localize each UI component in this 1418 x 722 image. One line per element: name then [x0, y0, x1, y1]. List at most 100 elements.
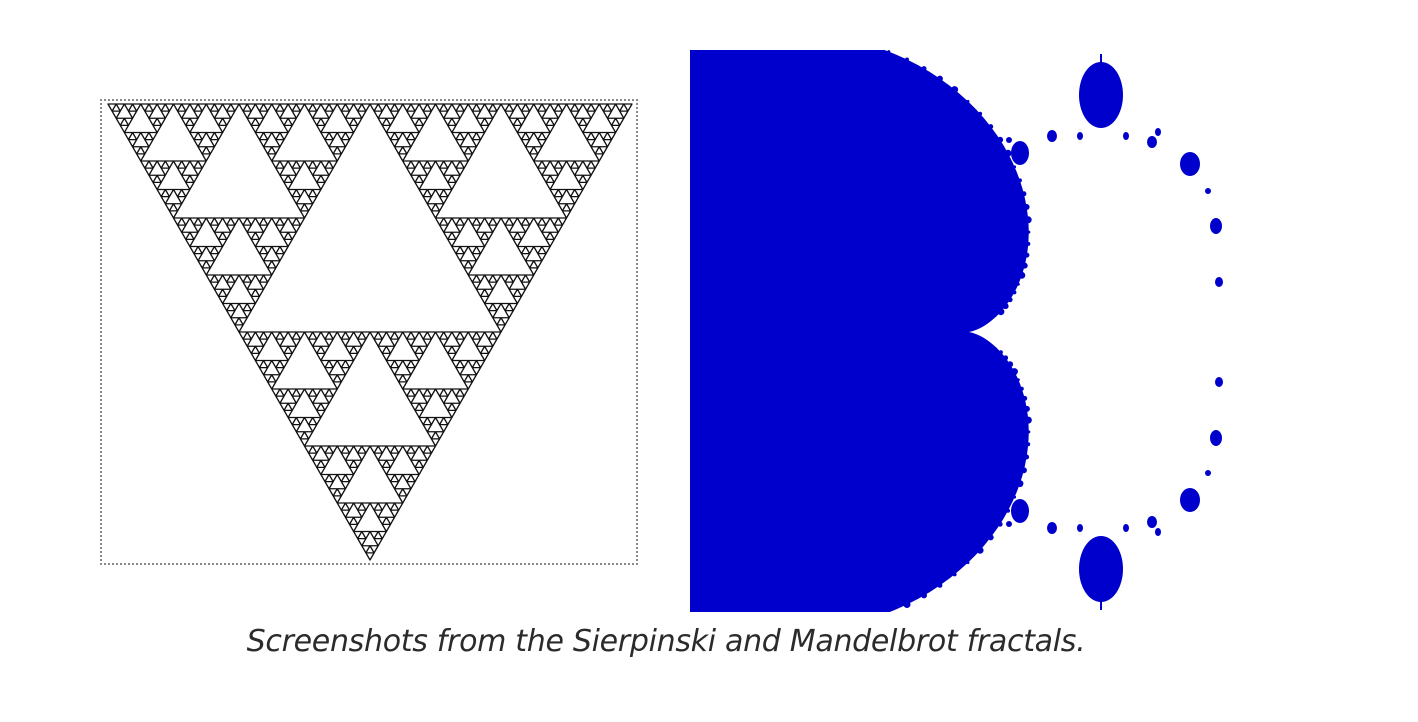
- mandelbrot-edge-detail: [1027, 430, 1031, 434]
- mandelbrot-edge-detail: [1003, 355, 1009, 361]
- mandelbrot-edge-detail: [933, 260, 940, 266]
- mandelbrot-edge-detail: [951, 86, 959, 94]
- mandelbrot-edge-detail: [856, 302, 863, 309]
- mandelbrot-edge-detail: [1026, 442, 1031, 447]
- mandelbrot-edge-detail: [997, 136, 1004, 143]
- mandelbrot-edge-detail: [1010, 368, 1018, 376]
- mandelbrot-satellite-bulb: [1011, 141, 1029, 165]
- mandelbrot-edge-detail: [1017, 178, 1022, 183]
- figure-caption: Screenshots from the Sierpinski and Mand…: [246, 624, 1086, 659]
- mandelbrot-bottom-bulb: [1079, 536, 1123, 602]
- mandelbrot-edge-detail: [956, 370, 963, 376]
- mandelbrot-period4-bulb: [831, 314, 859, 350]
- mandelbrot-satellite-bulb: [1077, 524, 1083, 532]
- mandelbrot-satellite-bulb: [1155, 528, 1161, 536]
- mandelbrot-edge-detail: [896, 255, 901, 260]
- mandelbrot-period2-bulb: [856, 255, 968, 409]
- mandelbrot-satellite-bulb: [1077, 132, 1083, 140]
- mandelbrot-edge-detail: [988, 124, 994, 130]
- mandelbrot-satellite-bulb: [989, 144, 997, 154]
- mandelbrot-edge-detail: [1024, 416, 1032, 424]
- mandelbrot-edge-detail: [936, 75, 943, 82]
- mandelbrot-satellite-bulb: [1180, 152, 1200, 176]
- mandelbrot-edge-detail: [888, 401, 894, 406]
- mandelbrot-edge-detail: [998, 350, 1003, 355]
- mandelbrot-edge-detail: [1016, 480, 1024, 488]
- mandelbrot-edge-detail: [887, 50, 891, 54]
- mandelbrot-edge-detail: [1019, 386, 1024, 391]
- mandelbrot-satellite-bulb: [944, 258, 952, 268]
- mandelbrot-satellite-bulb: [1147, 136, 1157, 148]
- mandelbrot-edge-detail: [952, 279, 958, 286]
- mandelbrot-satellite-bulb: [1210, 218, 1222, 234]
- mandelbrot-edge-detail: [921, 66, 927, 72]
- mandelbrot-edge-detail: [859, 365, 866, 371]
- mandelbrot-edge-detail: [1016, 378, 1020, 382]
- mandelbrot-satellite-bulb: [1006, 137, 1012, 143]
- mandelbrot-satellite-bulb: [1047, 130, 1057, 142]
- mandelbrot-edge-detail: [927, 257, 931, 261]
- mandelbrot-edge-detail: [1020, 467, 1027, 474]
- mandelbrot-satellite-bulb: [967, 228, 973, 234]
- mandelbrot-fractal-panel: [690, 50, 1240, 612]
- mandelbrot-edge-detail: [888, 257, 894, 264]
- mandelbrot-satellite-bulb: [1205, 188, 1211, 194]
- mandelbrot-edge-detail: [952, 572, 957, 577]
- mandelbrot-edge-detail: [895, 403, 902, 410]
- mandelbrot-satellite-bulb: [852, 281, 860, 291]
- mandelbrot-satellite-bulb: [1123, 132, 1129, 140]
- mandelbrot-top-antenna: [1100, 54, 1102, 66]
- mandelbrot-edge-detail: [1023, 405, 1030, 412]
- mandelbrot-edge-detail: [1026, 241, 1031, 246]
- mandelbrot-edge-detail: [911, 406, 917, 412]
- mandelbrot-fractal-image: [690, 50, 1223, 612]
- mandelbrot-edge-detail: [1018, 271, 1026, 279]
- mandelbrot-edge-detail: [997, 308, 1005, 316]
- mandelbrot-edge-detail: [940, 393, 947, 399]
- mandelbrot-edge-detail: [1013, 495, 1017, 499]
- mandelbrot-satellite-bulb: [905, 407, 919, 423]
- mandelbrot-edge-detail: [865, 285, 869, 289]
- mandelbrot-edge-detail: [947, 273, 952, 277]
- mandelbrot-satellite-bulb: [1210, 430, 1222, 446]
- mandelbrot-edge-detail: [911, 252, 917, 258]
- mandelbrot-edge-detail: [1022, 395, 1028, 401]
- mandelbrot-edge-detail: [860, 293, 865, 299]
- mandelbrot-edge-detail: [1024, 454, 1030, 460]
- mandelbrot-edge-detail: [921, 592, 927, 599]
- mandelbrot-satellite-bulb: [967, 430, 973, 436]
- mandelbrot-satellite-bulb: [1215, 277, 1223, 287]
- mandelbrot-edge-detail: [869, 383, 874, 388]
- mandelbrot-satellite-bulb: [1180, 488, 1200, 512]
- mandelbrot-satellite-bulb: [1215, 377, 1223, 387]
- mandelbrot-edge-detail: [882, 397, 886, 401]
- mandelbrot-edge-detail: [966, 99, 970, 103]
- mandelbrot-edge-detail: [857, 356, 862, 361]
- mandelbrot-edge-detail: [874, 389, 881, 396]
- mandelbrot-edge-detail: [1007, 297, 1013, 303]
- mandelbrot-edge-detail: [1006, 508, 1010, 513]
- mandelbrot-edge-detail: [855, 314, 859, 318]
- mandelbrot-edge-detail: [934, 399, 939, 404]
- mandelbrot-edge-detail: [1004, 149, 1012, 157]
- mandelbrot-edge-detail: [865, 375, 869, 379]
- mandelbrot-satellite-bulb: [872, 255, 882, 267]
- mandelbrot-edge-detail: [919, 254, 924, 259]
- mandelbrot-edge-detail: [1021, 262, 1028, 269]
- mandelbrot-edge-detail: [1027, 230, 1031, 234]
- mandelbrot-edge-detail: [966, 561, 970, 565]
- mandelbrot-satellite-bulb: [1147, 516, 1157, 528]
- mandelbrot-satellite-bulb: [1006, 521, 1012, 527]
- mandelbrot-edge-detail: [887, 610, 891, 612]
- mandelbrot-edge-detail: [1024, 216, 1032, 224]
- mandelbrot-edge-detail: [1023, 204, 1030, 210]
- mandelbrot-edge-detail: [853, 324, 859, 329]
- mandelbrot-edge-detail: [1002, 303, 1009, 310]
- mandelbrot-edge-detail: [855, 346, 859, 350]
- mandelbrot-satellite-bulb: [1123, 524, 1129, 532]
- mandelbrot-satellite-bulb: [879, 402, 887, 410]
- mandelbrot-edge-detail: [905, 57, 909, 62]
- mandelbrot-satellite-bulb: [852, 373, 860, 383]
- mandelbrot-edge-detail: [875, 269, 880, 274]
- mandelbrot-satellite-bulb: [989, 510, 997, 520]
